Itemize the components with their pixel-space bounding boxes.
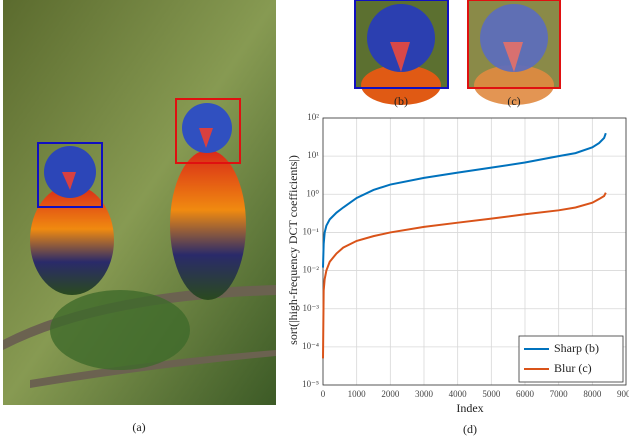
- x-tick-label: 1000: [348, 389, 367, 399]
- legend-box: [518, 335, 624, 383]
- caption: (d): [463, 422, 477, 436]
- x-tick-label: 7000: [550, 389, 569, 399]
- crop-blur: [467, 0, 561, 105]
- x-tick-label: 9000: [617, 389, 629, 399]
- x-tick-label: 3000: [415, 389, 434, 399]
- y-tick-label: 10⁻²: [303, 265, 320, 275]
- line: [322, 132, 607, 268]
- y-tick-label: 10¹: [307, 150, 319, 160]
- x-tick-label: 4000: [449, 389, 468, 399]
- legend-label: Blur (c): [554, 361, 592, 375]
- photo: [3, 0, 276, 405]
- y-tick-label: 10⁰: [306, 188, 319, 198]
- line: [322, 192, 607, 359]
- y-tick-label: 10⁻¹: [303, 226, 320, 236]
- y-tick-label: 10²: [307, 112, 319, 122]
- y-tick-label: 10⁻⁴: [302, 341, 319, 351]
- crop-sharp: [354, 0, 449, 105]
- caption: (c): [507, 94, 520, 108]
- x-tick-label: 8000: [583, 389, 602, 399]
- legend-label: Sharp (b): [554, 341, 599, 355]
- x-tick-label: 2000: [381, 389, 400, 399]
- x-axis-label: Index: [456, 401, 483, 415]
- caption: (b): [394, 94, 408, 108]
- x-tick-label: 0: [321, 389, 326, 399]
- caption: (a): [132, 420, 145, 434]
- y-tick-label: 10⁻³: [303, 303, 320, 313]
- x-tick-label: 6000: [516, 389, 535, 399]
- y-tick-label: 10⁻⁵: [302, 379, 319, 389]
- y-axis-label: sort(|high-frequency DCT coefficients|): [286, 155, 300, 345]
- x-tick-label: 5000: [482, 389, 501, 399]
